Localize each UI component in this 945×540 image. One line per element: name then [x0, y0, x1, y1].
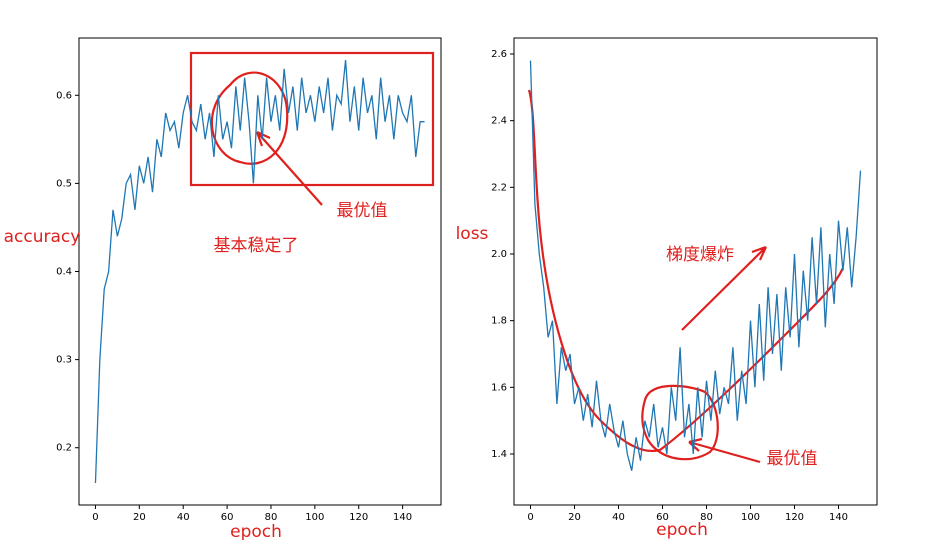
x-tick-label: 120 — [349, 512, 368, 523]
y-tick-label: 0.2 — [56, 443, 72, 454]
y-tick-label: 0.4 — [56, 267, 72, 278]
y-tick-label: 0.6 — [56, 90, 72, 101]
y-axis-label: loss — [456, 224, 489, 244]
x-tick-label: 0 — [527, 512, 533, 523]
y-tick-label: 2.6 — [491, 49, 507, 60]
x-tick-label: 100 — [305, 512, 324, 523]
y-tick-label: 0.5 — [56, 178, 72, 189]
x-tick-label: 40 — [612, 512, 625, 523]
optimum-circle — [641, 384, 719, 461]
x-tick-label: 40 — [177, 512, 190, 523]
x-tick-label: 140 — [829, 512, 848, 523]
arrow — [681, 245, 767, 331]
plot-frame — [513, 37, 878, 506]
y-tick-label: 0.3 — [56, 355, 72, 366]
x-axis-label: epoch — [230, 522, 282, 540]
x-tick-label: 120 — [785, 512, 804, 523]
y-tick-label: 1.6 — [491, 382, 507, 393]
line-series — [529, 60, 862, 471]
x-tick-label: 60 — [656, 512, 669, 523]
y-tick-label: 1.4 — [491, 449, 507, 460]
annotation: 基本稳定了 — [214, 236, 299, 256]
annotation: 梯度爆炸 — [666, 245, 734, 265]
annotation: 最优值 — [767, 449, 818, 469]
arrow — [255, 131, 323, 206]
x-tick-label: 0 — [92, 512, 98, 523]
x-tick-label: 100 — [741, 512, 760, 523]
annotation: 最优值 — [337, 201, 388, 221]
y-tick-label: 2.0 — [491, 249, 507, 260]
highlight-circle — [210, 71, 289, 165]
x-tick-label: 20 — [133, 512, 146, 523]
x-tick-label: 80 — [700, 512, 713, 523]
x-tick-label: 60 — [221, 512, 234, 523]
arrow — [688, 437, 761, 464]
x-axis-label: epoch — [656, 520, 708, 540]
line-series — [94, 59, 425, 483]
y-tick-label: 2.4 — [491, 116, 507, 127]
x-tick-label: 140 — [393, 512, 412, 523]
y-tick-label: 1.8 — [491, 316, 507, 327]
highlight-box — [189, 51, 435, 187]
y-axis-label: accuracy — [4, 227, 81, 247]
x-tick-label: 80 — [265, 512, 278, 523]
y-tick-label: 2.2 — [491, 182, 507, 193]
x-tick-label: 20 — [568, 512, 581, 523]
